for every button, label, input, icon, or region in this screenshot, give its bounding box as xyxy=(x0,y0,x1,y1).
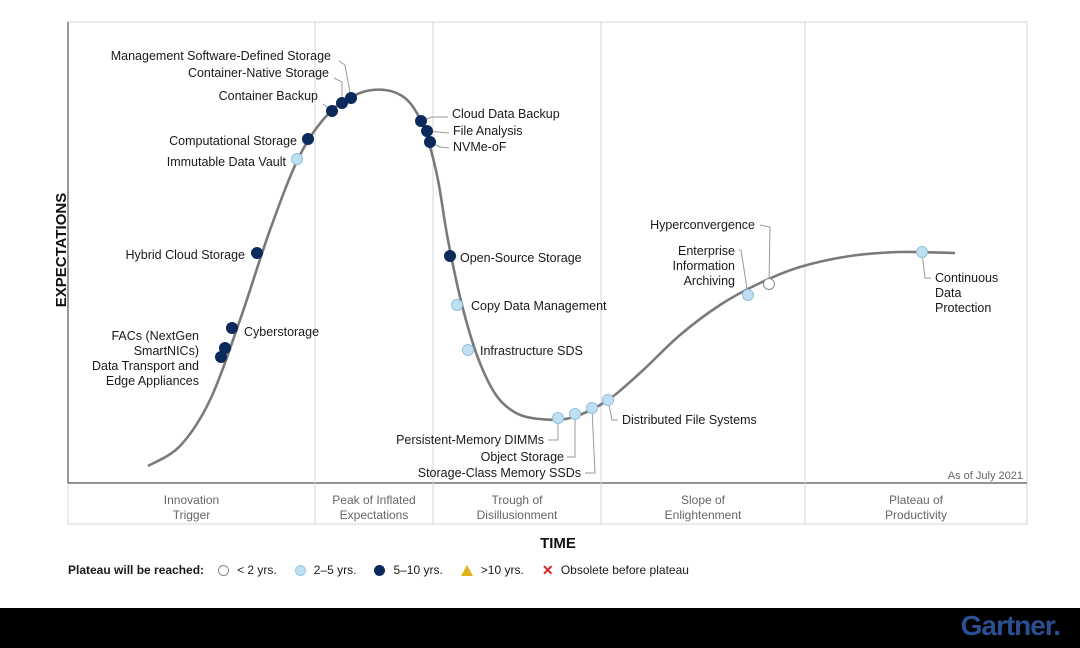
label-computational-storage: Computational Storage xyxy=(169,134,297,148)
label-hybrid-cloud-storage: Hybrid Cloud Storage xyxy=(125,248,245,262)
label-hyperconvergence: Hyperconvergence xyxy=(650,218,755,232)
legend-item-lt2: < 2 yrs. xyxy=(218,563,277,577)
label-immutable-data-vault: Immutable Data Vault xyxy=(167,155,287,169)
red-x-icon: ✕ xyxy=(541,561,554,578)
label-enterprise-information-archiving: Enterprise xyxy=(678,244,735,258)
phase-label: Productivity xyxy=(885,508,947,522)
marker-file-analysis xyxy=(421,125,433,137)
label-object-storage: Object Storage xyxy=(481,450,564,464)
marker-copy-data-management xyxy=(451,299,463,311)
leader-line-hyperconvergence xyxy=(759,224,771,285)
as-of-date: As of July 2021 xyxy=(948,470,1023,482)
light-blue-circle-icon xyxy=(294,564,306,576)
label-open-source-storage: Open-Source Storage xyxy=(460,251,582,265)
label-nvme-of: NVMe-oF xyxy=(453,140,507,154)
legend-item-2to5: 2–5 yrs. xyxy=(294,563,357,577)
leader-line-object-storage xyxy=(567,414,576,458)
marker-hybrid-cloud-storage xyxy=(251,247,263,259)
legend-item-gt10: >10 yrs. xyxy=(460,563,524,577)
label-enterprise-information-archiving: Archiving xyxy=(684,274,735,288)
hype-cycle-chart: EXPECTATIONS TIME As of July 2021 Data T… xyxy=(53,21,1028,552)
phase-label: Innovation xyxy=(164,493,219,507)
dark-blue-circle-icon xyxy=(374,564,386,576)
phase-label: Trough of xyxy=(492,493,544,507)
y-axis-label: EXPECTATIONS xyxy=(53,193,70,307)
marker-continuous-data-protection xyxy=(916,246,928,258)
leader-line-distributed-file-systems xyxy=(607,399,618,421)
legend-label: Obsolete before plateau xyxy=(560,563,689,577)
marker-nvme-of xyxy=(424,136,436,148)
marker-enterprise-information-archiving xyxy=(742,289,754,301)
leader-line-container-native-storage xyxy=(333,77,343,103)
leader-line-continuous-data-protection xyxy=(921,251,931,279)
label-cyberstorage: Cyberstorage xyxy=(244,325,319,339)
footer-band: Gartner. xyxy=(0,608,1080,648)
label-management-software-defined-storage: Management Software-Defined Storage xyxy=(111,49,331,63)
plateau-legend: Plateau will be reached: < 2 yrs. 2–5 yr… xyxy=(68,562,768,578)
legend-label: < 2 yrs. xyxy=(237,563,277,577)
label-copy-data-management: Copy Data Management xyxy=(471,299,607,313)
marker-persistent-memory-dimms xyxy=(552,412,564,424)
marker-computational-storage xyxy=(302,133,314,145)
marker-cloud-data-backup xyxy=(415,115,427,127)
x-axis-label: TIME xyxy=(540,535,576,552)
label-infrastructure-sds: Infrastructure SDS xyxy=(480,344,583,358)
marker-storage-class-memory-ssds xyxy=(586,402,598,414)
legend-item-5to10: 5–10 yrs. xyxy=(374,563,443,577)
technology-markers xyxy=(215,92,928,424)
legend-label: 5–10 yrs. xyxy=(393,563,443,577)
leader-line-storage-class-memory-ssds xyxy=(585,407,596,474)
phase-label: Expectations xyxy=(340,508,409,522)
label-enterprise-information-archiving: Information xyxy=(672,259,735,273)
marker-management-software-defined-storage xyxy=(345,92,357,104)
legend-label: >10 yrs. xyxy=(480,563,524,577)
label-data-transport-and-edge-appliances: Data Transport and xyxy=(92,359,199,373)
label-continuous-data-protection: Continuous xyxy=(935,271,998,285)
phase-label: Peak of Inflated xyxy=(332,493,415,507)
marker-hyperconvergence xyxy=(763,278,775,290)
marker-immutable-data-vault xyxy=(291,153,303,165)
white-circle-icon xyxy=(218,564,230,576)
marker-object-storage xyxy=(569,408,581,420)
phase-label: Enlightenment xyxy=(665,508,742,522)
label-persistent-memory-dimms: Persistent-Memory DIMMs xyxy=(396,433,544,447)
marker-container-native-storage xyxy=(336,97,348,109)
phase-label: Plateau of xyxy=(889,493,944,507)
leader-line-persistent-memory-dimms xyxy=(548,418,559,441)
marker-distributed-file-systems xyxy=(602,394,614,406)
plot-border xyxy=(67,21,1028,525)
label-data-transport-and-edge-appliances: Edge Appliances xyxy=(106,374,199,388)
phase-dividers xyxy=(314,22,806,524)
legend-item-obsolete: ✕ Obsolete before plateau xyxy=(541,561,689,578)
leader-line-management-software-defined-storage xyxy=(338,60,352,99)
hype-curve-line xyxy=(147,88,956,468)
phase-label: Disillusionment xyxy=(477,508,558,522)
label-cloud-data-backup: Cloud Data Backup xyxy=(452,107,560,121)
leader-line-enterprise-information-archiving xyxy=(739,249,749,296)
marker-open-source-storage xyxy=(444,250,456,262)
label-distributed-file-systems: Distributed File Systems xyxy=(622,413,757,427)
marker-container-backup xyxy=(326,105,338,117)
gartner-logo: Gartner. xyxy=(960,610,1061,641)
phase-label: Trigger xyxy=(173,508,211,522)
yellow-triangle-icon xyxy=(460,564,473,576)
phase-label: Slope of xyxy=(681,493,726,507)
label-container-native-storage: Container-Native Storage xyxy=(188,66,329,80)
label-facs-nextgen-smartnics: SmartNICs) xyxy=(134,344,199,358)
marker-infrastructure-sds xyxy=(462,344,474,356)
label-storage-class-memory-ssds: Storage-Class Memory SSDs xyxy=(418,466,581,480)
legend-title: Plateau will be reached: xyxy=(68,563,205,577)
marker-facs-nextgen-smartnics xyxy=(219,342,231,354)
label-file-analysis: File Analysis xyxy=(453,124,522,138)
marker-cyberstorage xyxy=(226,322,238,334)
label-continuous-data-protection: Protection xyxy=(935,301,991,315)
label-facs-nextgen-smartnics: FACs (NextGen xyxy=(111,329,199,343)
label-continuous-data-protection: Data xyxy=(935,286,961,300)
label-container-backup: Container Backup xyxy=(219,89,318,103)
plot-frame xyxy=(67,21,1028,525)
legend-label: 2–5 yrs. xyxy=(313,563,357,577)
leader-lines xyxy=(322,60,931,474)
